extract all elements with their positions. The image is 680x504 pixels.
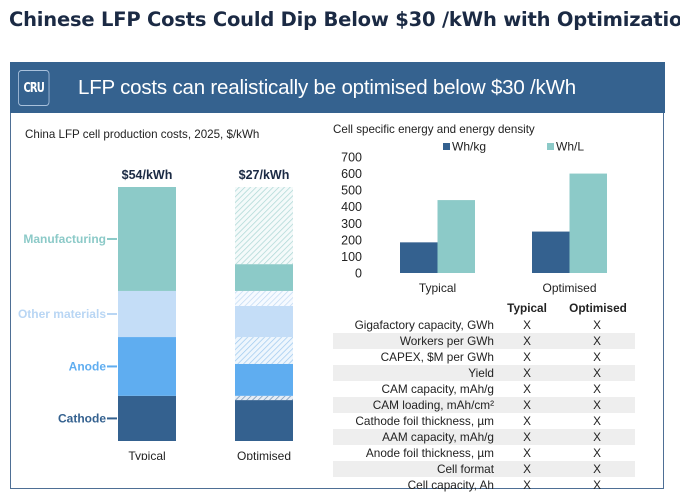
bar-segment-manufacturing-optimised — [235, 264, 293, 291]
table-cell-optimised: X — [593, 382, 601, 396]
energy-chart-title: Cell specific energy and energy density — [333, 123, 535, 136]
bar-segment-other-materials-optimised — [235, 306, 293, 338]
bar-segment-anode-typical — [118, 337, 176, 396]
table-cell-typical: X — [523, 318, 531, 332]
page-title: Chinese LFP Costs Could Dip Below $30 /k… — [9, 8, 680, 31]
series-label-anode: Anode — [69, 359, 107, 373]
table-cell-typical: X — [523, 430, 531, 444]
table-cell-optimised: X — [593, 430, 601, 444]
table-row-label: Cathode foil thickness, µm — [355, 414, 494, 428]
savings-hatch-manufacturing — [235, 187, 293, 265]
series-label-manufacturing: Manufacturing — [23, 232, 106, 246]
table-row-label: Gigafactory capacity, GWh — [354, 318, 494, 332]
energy-bar-chart: Wh/kg Wh/L 0 100 200 300 400 500 600 700 Typical… — [341, 140, 607, 295]
y-tick-200: 200 — [341, 233, 362, 247]
table-row-label: CAPEX, $M per GWh — [380, 350, 494, 364]
table-cell-typical: X — [523, 334, 531, 348]
bar-wh-kg-optimised — [532, 231, 570, 273]
bar-segment-cathode-typical — [118, 395, 176, 441]
cru-logo: CRU — [18, 70, 50, 106]
energy-category-optimised: Optimised — [542, 281, 596, 295]
total-label-typical: $54/kWh — [122, 168, 173, 182]
table-cell-optimised: X — [593, 398, 601, 412]
table-row-stripe — [333, 429, 635, 445]
table-cell-optimised: X — [593, 462, 601, 476]
table-cell-typical: X — [523, 350, 531, 364]
y-tick-400: 400 — [341, 200, 362, 214]
bar-segment-cathode-optimised — [235, 400, 293, 441]
savings-hatch-cathode — [235, 395, 293, 401]
table-row-stripe — [333, 365, 635, 381]
table-row-label: CAM capacity, mAh/g — [381, 382, 494, 396]
table-cell-typical: X — [523, 398, 531, 412]
legend-swatch-wh-l — [547, 143, 554, 150]
table-cell-typical: X — [523, 446, 531, 460]
table-cell-typical: X — [523, 478, 531, 492]
cost-stacked-bar-chart: $54/kWh Typical $27/kWh Optimised Cathode Ano… — [18, 168, 293, 460]
legend-label-wh-l: Wh/L — [556, 140, 584, 154]
table-row-label: Workers per GWh — [399, 334, 494, 348]
table-row-label: Cell format — [436, 462, 494, 476]
table-cell-optimised: X — [593, 414, 601, 428]
table-cell-typical: X — [523, 366, 531, 380]
bar-segment-other-materials-typical — [118, 290, 176, 338]
table-cell-optimised: X — [593, 334, 601, 348]
y-tick-700: 700 — [341, 151, 362, 165]
series-label-other-materials: Other materials — [18, 307, 106, 321]
bar-segment-anode-optimised — [235, 363, 293, 396]
table-cell-typical: X — [523, 462, 531, 476]
savings-hatch-other-materials — [235, 290, 293, 307]
y-tick-600: 600 — [341, 167, 362, 181]
bar-segment-manufacturing-typical — [118, 187, 176, 291]
category-label-typical: Typical — [128, 449, 165, 460]
category-label-optimised: Optimised — [237, 449, 291, 460]
table-cell-optimised: X — [593, 446, 601, 460]
bar-wh-l-optimised — [569, 173, 607, 273]
table-row-stripe — [333, 333, 635, 349]
table-cell-optimised: X — [593, 366, 601, 380]
table-row-label: Anode foil thickness, µm — [365, 446, 494, 460]
savings-hatch-anode — [235, 337, 293, 364]
headline-band — [10, 62, 665, 113]
series-label-cathode: Cathode — [58, 411, 106, 425]
panel-headline: LFP costs can realistically be optimised… — [78, 76, 576, 99]
table-row-stripe — [333, 397, 635, 413]
table-cell-typical: X — [523, 414, 531, 428]
energy-category-typical: Typical — [419, 281, 456, 295]
total-label-optimised: $27/kWh — [239, 168, 290, 182]
legend-label-wh-kg: Wh/kg — [452, 140, 486, 154]
table-cell-typical: X — [523, 382, 531, 396]
table-row-label: AAM capacity, mAh/g — [382, 430, 494, 444]
y-tick-500: 500 — [341, 184, 362, 198]
bar-wh-l-typical — [437, 200, 475, 273]
table-row-label: Cell capacity, Ah — [407, 478, 494, 492]
table-row-label: Yield — [468, 366, 494, 380]
cost-chart-title: China LFP cell production costs, 2025, $… — [25, 128, 260, 141]
table-header-typical: Typical — [507, 301, 547, 315]
bar-wh-kg-typical — [400, 242, 438, 273]
y-tick-100: 100 — [341, 250, 362, 264]
legend-swatch-wh-kg — [443, 143, 450, 150]
table-cell-optimised: X — [593, 350, 601, 364]
table-header-optimised: Optimised — [569, 301, 627, 315]
table-row-label: CAM loading, mAh/cm² — [372, 398, 494, 412]
y-tick-0: 0 — [355, 267, 362, 281]
y-tick-300: 300 — [341, 217, 362, 231]
table-row-stripe — [333, 461, 635, 477]
table-cell-optimised: X — [593, 478, 601, 492]
table-cell-optimised: X — [593, 318, 601, 332]
